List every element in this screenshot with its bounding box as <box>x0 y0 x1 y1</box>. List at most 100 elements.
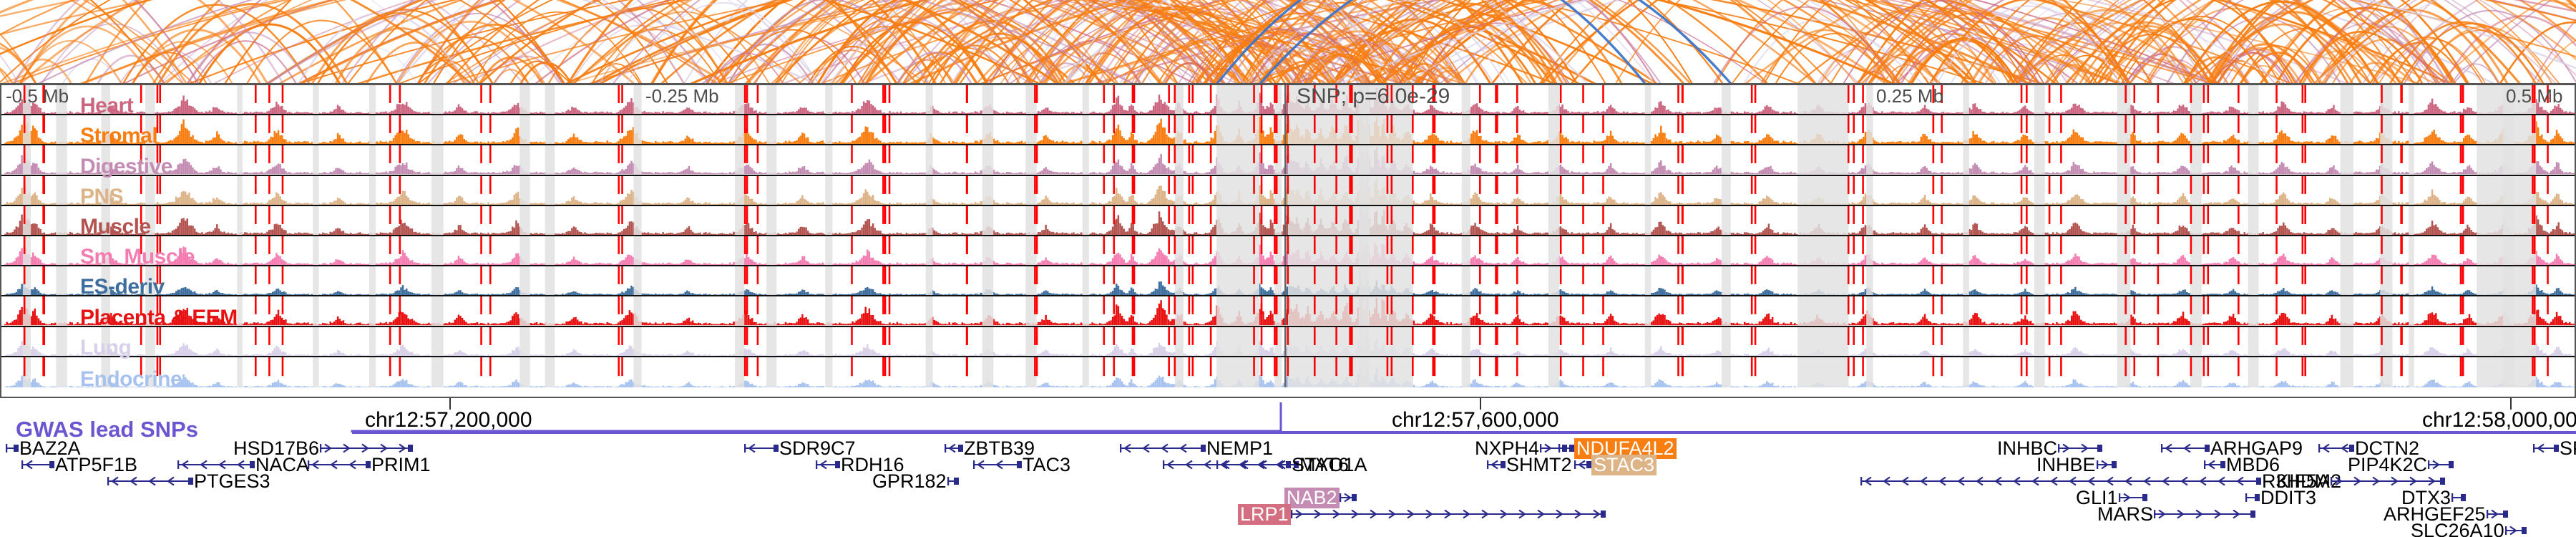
signal-histogram <box>1 145 2575 175</box>
gene-inhbe[interactable]: INHBE <box>2036 455 2117 475</box>
gene-label: ARHGEF25 <box>2384 503 2486 525</box>
gene-shmt2[interactable]: SHMT2 <box>1487 455 1573 475</box>
gene-arhgef25[interactable]: ARHGEF25 <box>2383 504 2508 524</box>
gene-strand-arrow <box>2331 474 2446 488</box>
coordinate-label: chr12:57,200,000 <box>365 408 532 432</box>
gene-strand-arrow <box>744 441 779 455</box>
signal-track-placenta-eem: Placenta & EEM <box>1 296 2575 328</box>
gene-label: SDR9C7 <box>779 437 856 459</box>
gene-label: GPR182 <box>872 470 947 492</box>
gene-label: DDIT3 <box>2260 486 2317 508</box>
axis-tick-label: 0.5 Mb <box>2506 85 2563 107</box>
gene-label: SHMT2 <box>1506 453 1572 475</box>
gene-label: R3HDM2 <box>2262 470 2342 492</box>
gene-label: NXPH4 <box>1475 437 1540 459</box>
gene-label: ZBTB39 <box>964 437 1035 459</box>
gene-dctn2[interactable]: DCTN2 <box>2318 438 2420 458</box>
coordinate-ruler: chr12:57,200,000 chr12:57,600,000 chr12:… <box>0 398 2576 435</box>
gene-slc26a10[interactable]: SLC26A10 <box>2410 521 2527 537</box>
coord-tick <box>1480 398 1481 410</box>
gene-spryd3[interactable]: SPRYD3 <box>2533 438 2576 458</box>
snp-pvalue-label: SNP; p=6.0e-29 <box>1297 84 1450 108</box>
gene-rdh16[interactable]: RDH16 <box>816 455 905 475</box>
gene-baz2a[interactable]: BAZ2A <box>6 438 82 458</box>
epigenome-signal-tracks: Heart Stromal Digestive PNS Muscle Sm. Muscle… <box>0 83 2576 398</box>
coordinate-label: chr12:58,000,00 <box>2422 408 2576 432</box>
gene-pip4k2c[interactable]: PIP4K2C <box>2347 455 2454 475</box>
gene-atp5f1b[interactable]: ATP5F1B <box>21 455 138 475</box>
gene-strand-arrow <box>1487 458 1506 472</box>
gene-label: DTX3 <box>2401 486 2451 508</box>
signal-track-muscle: Muscle <box>1 205 2575 238</box>
gene-mbd6[interactable]: MBD6 <box>2204 455 2280 475</box>
gene-label: NAB2 <box>1284 487 1340 508</box>
gene-stac3[interactable]: STAC3 <box>1574 454 1657 475</box>
signal-histogram <box>1 327 2575 356</box>
gene-mars[interactable]: MARS <box>2097 503 2256 525</box>
gene-prim1[interactable]: PRIM1 <box>308 455 431 475</box>
gene-strand-arrow <box>107 474 193 488</box>
signal-histogram <box>1 115 2575 145</box>
gene-kif5a[interactable]: KIF5A <box>2275 470 2446 492</box>
track-label-endocrine: Endocrine <box>80 367 182 391</box>
gene-label: MARS <box>2097 503 2154 525</box>
gene-gli1[interactable]: GLI1 <box>2075 488 2147 508</box>
track-label-sm-muscle: Sm. Muscle <box>80 245 195 269</box>
gene-r3hdm2[interactable]: R3HDM2 <box>1860 471 2342 491</box>
gene-label: SPRYD3 <box>2560 437 2576 459</box>
gene-label: NEMP1 <box>1206 437 1274 459</box>
gene-strand-arrow <box>2428 458 2454 472</box>
gene-label: SLC26A10 <box>2411 519 2504 537</box>
gene-strand-arrow <box>2533 441 2559 455</box>
gene-strand-arrow <box>2245 490 2260 505</box>
gene-strand-arrow <box>21 458 54 472</box>
gene-strand-arrow <box>1120 441 1206 455</box>
gene-label: TAC3 <box>1023 453 1071 475</box>
coord-tick <box>2510 398 2512 410</box>
gene-sdr9c7[interactable]: SDR9C7 <box>744 438 857 458</box>
signal-histogram <box>1 176 2575 205</box>
gene-label: RDH16 <box>841 453 904 475</box>
gene-label: ARHGAP9 <box>2210 437 2303 459</box>
signal-histogram <box>1 85 2575 115</box>
signal-track-digestive: Digestive <box>1 145 2575 177</box>
gene-strand-arrow <box>945 441 963 455</box>
gene-ptges3[interactable]: PTGES3 <box>107 471 271 491</box>
gwas-lead-snps-label: GWAS lead SNPs <box>16 417 198 442</box>
gene-strand-arrow <box>816 458 840 472</box>
gene-label: PIP4K2C <box>2348 453 2428 475</box>
signal-track-pns: PNS <box>1 175 2575 207</box>
gene-strand-arrow <box>2486 507 2508 521</box>
track-label-muscle: Muscle <box>80 214 151 238</box>
gene-zbtb39[interactable]: ZBTB39 <box>945 438 1035 458</box>
gene-lrp1[interactable]: LRP1 <box>1238 503 1606 525</box>
gene-inhbc[interactable]: INHBC <box>1996 438 2103 458</box>
gene-strand-arrow <box>2504 523 2527 537</box>
gene-strand-arrow <box>2058 441 2103 455</box>
gene-strand-arrow <box>2154 507 2256 521</box>
gene-strand-arrow <box>1216 458 1291 472</box>
signal-track-lung: Lung <box>1 326 2575 358</box>
gene-dtx3[interactable]: DTX3 <box>2401 486 2467 508</box>
gene-strand-arrow <box>2318 441 2354 455</box>
axis-tick-label: 0.25 Mb <box>1876 85 1943 107</box>
gene-strand-arrow <box>2204 458 2225 472</box>
gene-nab2[interactable]: NAB2 <box>1284 487 1357 508</box>
gene-label: HSD17B6 <box>233 437 320 459</box>
gene-label: NACA <box>255 453 310 475</box>
gene-label: KIF5A <box>2276 470 2331 492</box>
gene-arhgap9[interactable]: ARHGAP9 <box>2161 438 2303 458</box>
gene-strand-arrow <box>973 458 1022 472</box>
gene-stat6[interactable]: STAT6 <box>1216 455 1350 475</box>
gene-label: PTGES3 <box>194 470 270 492</box>
gene-gpr182[interactable]: GPR182 <box>872 471 959 491</box>
gene-tac3[interactable]: TAC3 <box>973 455 1071 475</box>
gene-label: DCTN2 <box>2355 437 2420 459</box>
gene-naca[interactable]: NACA <box>177 455 310 475</box>
signal-histogram <box>1 296 2575 326</box>
gene-nemp1[interactable]: NEMP1 <box>1120 438 1274 458</box>
signal-track-heart: Heart <box>1 85 2575 117</box>
gene-ddit3[interactable]: DDIT3 <box>2245 488 2317 508</box>
gene-hsd17b6[interactable]: HSD17B6 <box>233 437 414 459</box>
